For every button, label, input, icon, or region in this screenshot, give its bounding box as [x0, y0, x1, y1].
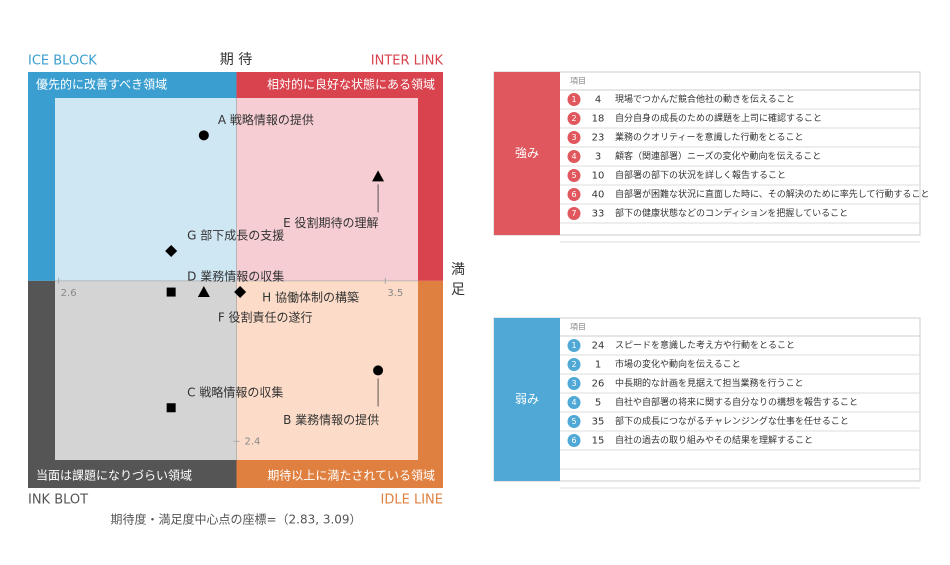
quadrant-area: [55, 98, 237, 281]
item-text: 市場の変化や動向を伝えること: [615, 358, 741, 370]
item-id: 4: [595, 95, 601, 106]
item-id: 33: [592, 209, 605, 220]
item-text: 部下の成長につながるチャレンジングな仕事を任せること: [615, 415, 849, 427]
point-label: H 協働体制の構築: [262, 290, 359, 305]
item-id: 3: [595, 152, 601, 163]
point-label: C 戦略情報の収集: [187, 384, 283, 399]
rank-badge: [567, 358, 581, 371]
x-tick-label: 2.6: [61, 288, 77, 299]
rank-badge: [567, 434, 581, 447]
quadrant-label: 相対的に良好な状態にある領域: [267, 77, 435, 92]
table-frame: [493, 317, 921, 482]
item-id: 15: [592, 436, 605, 447]
item-text: 現場でつかんだ競合他社の動きを伝えること: [615, 93, 795, 105]
item-id: 5: [595, 398, 601, 409]
item-id: 1: [595, 360, 601, 371]
table-header: 項目: [570, 323, 586, 332]
point: [234, 286, 247, 299]
item-id: 18: [592, 114, 605, 125]
rank-badge: [567, 339, 581, 352]
table-title: 弱み: [515, 392, 539, 406]
table-header: 項目: [570, 77, 586, 86]
rank-number: 2: [571, 114, 576, 123]
rank-number: 4: [571, 398, 576, 407]
quadrant-area: [236, 280, 418, 460]
point: [166, 403, 176, 413]
rank-number: 5: [571, 171, 576, 180]
rank-number: 3: [571, 133, 576, 142]
caption: 期待度・満足度中心点の座標=（2.83, 3.09）: [110, 512, 361, 527]
quadrant-label: 優先的に改善すべき領域: [36, 77, 167, 92]
item-text: 顧客（関連部署）ニーズの変化や動向を伝えること: [615, 150, 821, 162]
table-side: [494, 318, 560, 481]
rank-badge: [567, 150, 581, 163]
rank-number: 5: [571, 417, 576, 426]
item-id: 35: [592, 417, 605, 428]
item-text: 自分自身の成長のための課題を上司に確認すること: [615, 112, 822, 124]
y-axis-title: 期 待: [220, 52, 252, 68]
item-text: 自部署の部下の状況を詳しく報告すること: [615, 169, 786, 181]
item-id: 40: [592, 190, 605, 201]
point: [372, 170, 385, 182]
rank-badge: [567, 415, 581, 428]
table-frame: [493, 71, 921, 236]
point-label: B 業務情報の提供: [283, 412, 379, 427]
rank-number: 3: [571, 379, 576, 388]
x-tick-label: 3.5: [387, 288, 403, 299]
rank-badge: [567, 188, 581, 201]
corner-label: INTER LINK: [371, 54, 444, 69]
quadrant-label: 期待以上に満たされている領域: [267, 468, 435, 483]
item-text: 自社や自部署の将来に関する自分なりの構想を報告すること: [615, 396, 858, 408]
x-axis-title: 満足: [451, 262, 465, 298]
rank-number: 4: [571, 152, 576, 161]
x-axis-title-char: 足: [451, 282, 465, 298]
rank-number: 6: [571, 436, 576, 445]
point: [197, 286, 210, 298]
rank-number: 2: [571, 360, 576, 369]
rank-badge: [567, 131, 581, 144]
corner-label: INK BLOT: [28, 493, 88, 508]
item-text: スピードを意識した考え方や行動をとること: [615, 339, 795, 351]
point: [198, 130, 209, 141]
rank-badge: [567, 93, 581, 106]
quadrant-area: [236, 98, 418, 281]
rank-badge: [567, 169, 581, 182]
corner-label: ICE BLOCK: [28, 54, 97, 69]
rank-number: 6: [571, 190, 576, 199]
item-id: 23: [592, 133, 605, 144]
rank-number: 7: [571, 209, 576, 218]
y-tick-label: 2.4: [245, 436, 261, 447]
rank-badge: [567, 112, 581, 125]
rank-number: 1: [571, 95, 576, 104]
table-side: [494, 72, 560, 235]
table-title: 強み: [515, 146, 539, 160]
point-label: G 部下成長の支援: [187, 228, 284, 243]
point: [166, 287, 176, 297]
point-label: F 役割責任の遂行: [218, 310, 313, 325]
corner-label: IDLE LINE: [381, 493, 443, 508]
point-label: D 業務情報の収集: [187, 269, 284, 284]
point-label: A 戦略情報の提供: [218, 112, 314, 127]
rank-badge: [567, 207, 581, 220]
point: [373, 365, 384, 376]
item-id: 24: [592, 341, 605, 352]
quadrant-area: [55, 280, 237, 460]
item-id: 10: [592, 171, 605, 182]
item-id: 26: [592, 379, 605, 390]
rank-number: 1: [571, 341, 576, 350]
rank-badge: [567, 396, 581, 409]
x-axis-title-char: 満: [451, 262, 465, 278]
item-text: 中長期的な計画を見据えて担当業務を行うこと: [615, 377, 804, 389]
point: [165, 245, 178, 258]
item-text: 部下の健康状態などのコンディションを把握していること: [615, 207, 848, 219]
point-label: E 役割期待の理解: [283, 215, 378, 230]
item-text: 自社の過去の取り組みやその結果を理解すること: [615, 434, 813, 446]
rank-badge: [567, 377, 581, 390]
item-text: 業務のクオリティーを意識した行動をとること: [615, 131, 803, 143]
quadrant-label: 当面は課題になりづらい領域: [36, 468, 192, 483]
item-text: 自部署が困難な状況に直面した時に、その解決のために率先して行動すること: [615, 188, 929, 200]
